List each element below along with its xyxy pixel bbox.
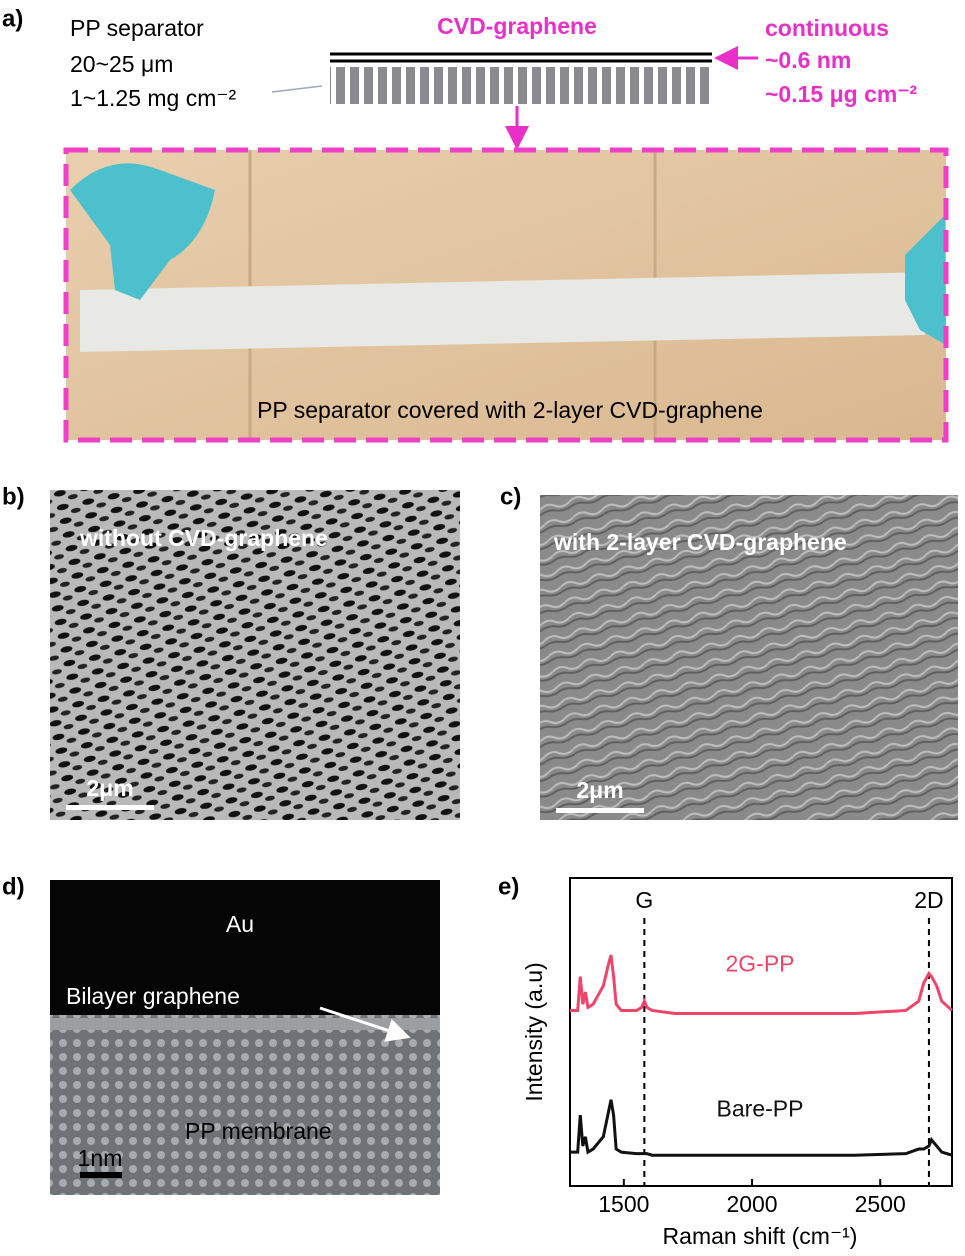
sem-image xyxy=(540,495,958,820)
sem-image xyxy=(50,490,460,820)
text: Bilayer graphene xyxy=(66,983,240,1009)
x-tick-label: 2000 xyxy=(726,1191,777,1217)
tem-image xyxy=(50,1015,440,1195)
caption: without CVD-graphene xyxy=(79,525,328,551)
series-label: 2G-PP xyxy=(725,951,794,977)
text: CVD-graphene xyxy=(437,13,597,39)
panel-label: a) xyxy=(2,5,23,32)
caption: with 2-layer CVD-graphene xyxy=(553,529,847,555)
panel-label: b) xyxy=(2,483,25,510)
arrow xyxy=(271,85,323,93)
x-tick-label: 1500 xyxy=(598,1191,649,1217)
panel-label: d) xyxy=(2,873,25,900)
x-tick-label: 2500 xyxy=(855,1191,906,1217)
text: PP membrane xyxy=(185,1118,332,1144)
separator-strip xyxy=(80,272,930,352)
spectrum xyxy=(570,954,954,1016)
text: 1~1.25 mg cm⁻² xyxy=(70,85,237,111)
scale-label: 1nm xyxy=(78,1145,123,1171)
text: Au xyxy=(226,911,254,937)
spectrum xyxy=(570,1099,953,1157)
frame xyxy=(63,147,949,443)
caption: PP separator covered with 2-layer CVD-gr… xyxy=(257,397,763,423)
text: ~0.15 μg cm⁻² xyxy=(765,81,917,107)
reference-label: 2D xyxy=(914,887,943,913)
text: PP separator xyxy=(70,15,204,41)
plot-frame xyxy=(569,877,953,1187)
reference-label: G xyxy=(635,887,653,913)
x-axis-label: Raman shift (cm⁻¹) xyxy=(663,1223,858,1249)
glove xyxy=(70,163,215,300)
y-axis-label: Intensity (a.u) xyxy=(521,962,547,1101)
text: ~0.6 nm xyxy=(765,47,851,73)
text: continuous xyxy=(765,15,889,41)
scale-label: 2μm xyxy=(576,777,623,803)
panel-label: c) xyxy=(500,483,521,510)
glove xyxy=(905,215,946,345)
separator-drawing xyxy=(330,67,712,104)
text: 20~25 μm xyxy=(70,51,173,77)
series-label: Bare-PP xyxy=(717,1095,804,1121)
panel-label: e) xyxy=(498,873,519,900)
scale-label: 2μm xyxy=(86,775,133,801)
